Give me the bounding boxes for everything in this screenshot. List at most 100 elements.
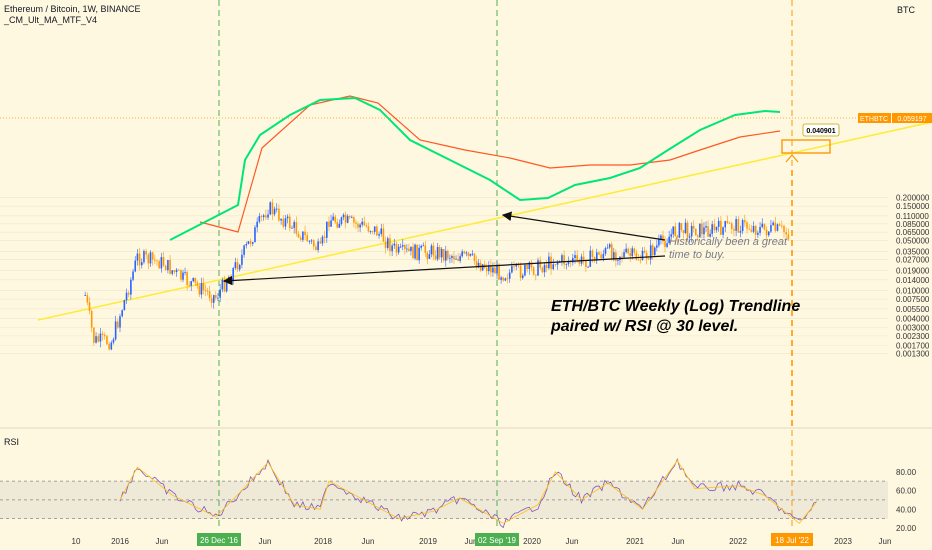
price-tick-label: 0.005500	[896, 305, 930, 314]
candle-body	[674, 226, 677, 236]
candle-body	[496, 264, 498, 274]
candle-body	[735, 219, 737, 231]
date-badge	[475, 533, 519, 546]
candle-body	[694, 228, 697, 236]
candle-body	[353, 217, 355, 223]
candle-body	[656, 245, 658, 248]
candle-body	[267, 214, 269, 218]
candle-body	[302, 231, 304, 240]
candle-body	[138, 253, 141, 266]
candle-body	[767, 231, 770, 236]
candle-body	[291, 227, 293, 229]
candle-body	[389, 238, 391, 252]
rsi-tick-label: 60.00	[896, 487, 917, 496]
candle-body	[535, 274, 537, 276]
candle-body	[328, 221, 330, 227]
candle-body	[182, 272, 184, 280]
candle-body	[587, 266, 589, 268]
candle-body	[461, 251, 463, 257]
candle-body	[608, 244, 611, 248]
candle-body	[748, 228, 750, 230]
candle-body	[110, 342, 113, 350]
candle-body	[123, 300, 126, 311]
candle-body	[430, 245, 433, 255]
candle-body	[666, 243, 668, 247]
candle-body	[576, 255, 578, 261]
candle-body	[299, 237, 302, 240]
candle-body	[84, 295, 86, 296]
candle-body	[785, 232, 787, 235]
candle-body	[273, 208, 276, 215]
time-tick-label: 10	[72, 537, 81, 546]
candle-body	[744, 220, 746, 223]
candle-body	[284, 218, 287, 227]
candle-body	[554, 264, 557, 266]
candle-body	[112, 339, 115, 343]
candle-body	[86, 295, 89, 303]
candle-body	[357, 223, 359, 228]
candle-body	[477, 262, 480, 268]
candle-body	[637, 259, 640, 261]
annotation-title-line1: ETH/BTC Weekly (Log) Trendline	[551, 298, 800, 315]
candle-body	[338, 223, 341, 228]
candle-body	[664, 241, 666, 247]
candle-body	[787, 234, 790, 240]
candle-body	[543, 264, 546, 273]
candle-body	[282, 218, 285, 227]
time-tick-label: Jun	[879, 537, 892, 546]
candle-body	[643, 250, 646, 253]
arrow-2019	[501, 211, 666, 241]
candle-body	[515, 264, 518, 267]
candle-body	[376, 226, 378, 236]
candle-body	[724, 221, 727, 228]
candle-body	[169, 260, 171, 274]
candle-body	[408, 248, 410, 252]
candle-body	[500, 277, 502, 280]
candle-body	[412, 246, 414, 259]
candle-body	[686, 222, 689, 238]
candle-body	[703, 227, 705, 235]
candle-body	[653, 247, 656, 256]
candle-body	[177, 269, 180, 271]
candle-body	[556, 261, 559, 265]
price-tick-label: 0.001300	[896, 350, 930, 359]
candle-body	[134, 260, 137, 272]
symbol-title: Ethereum / Bitcoin, 1W, BINANCE	[4, 4, 141, 14]
candle-body	[513, 266, 515, 267]
candle-body	[778, 224, 781, 226]
candle-body	[688, 236, 691, 238]
time-tick-label: 2018	[314, 537, 332, 546]
time-tick-label: Jun	[672, 537, 685, 546]
candle-body	[526, 264, 528, 270]
candle-body	[361, 221, 363, 225]
candle-body	[563, 255, 565, 265]
time-tick-label: Jun	[156, 537, 169, 546]
candle-body	[323, 236, 326, 238]
candle-body	[286, 216, 289, 219]
candle-body	[494, 267, 496, 274]
candle-body	[473, 253, 476, 262]
candle-body	[774, 222, 777, 231]
candle-body	[304, 231, 306, 236]
candle-body	[136, 253, 139, 261]
candle-body	[399, 246, 402, 248]
candle-body	[249, 241, 252, 244]
candle-body	[424, 245, 427, 253]
candle-body	[434, 255, 437, 260]
candle-body	[127, 292, 130, 295]
candle-body	[238, 264, 241, 270]
price-tick-label: 0.065000	[896, 228, 930, 237]
candle-body	[184, 272, 186, 273]
candle-body	[258, 216, 261, 222]
candle-body	[308, 240, 311, 242]
candle-body	[739, 231, 742, 233]
candle-body	[422, 245, 425, 247]
candle-body	[367, 226, 370, 232]
symbol-badge	[858, 113, 891, 123]
candle-body	[585, 260, 587, 268]
candle-body	[629, 253, 632, 257]
candle-body	[202, 283, 205, 291]
candle-body	[384, 241, 387, 248]
candle-body	[117, 321, 119, 328]
